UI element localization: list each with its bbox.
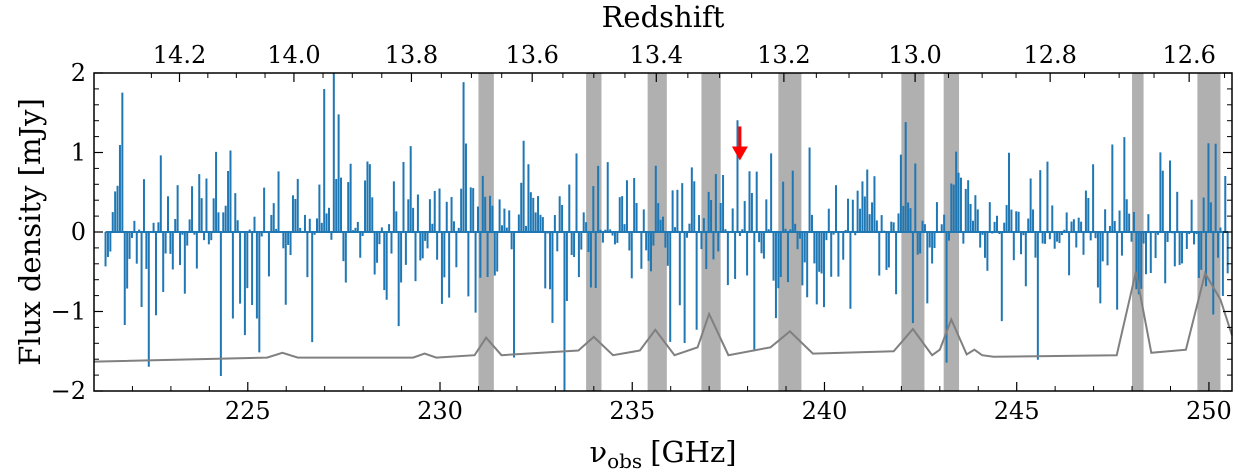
- x-axis-label-unit: [GHz]: [650, 435, 736, 469]
- x-axis-label: νobs [GHz]: [589, 435, 736, 473]
- top-tick-label: 14.2: [153, 41, 206, 69]
- line-marker-arrow: [731, 126, 748, 161]
- x-tick-label: 235: [609, 397, 655, 425]
- x-tick-label: 245: [994, 397, 1040, 425]
- marker-head: [731, 146, 748, 161]
- x-tick-label: 230: [417, 397, 463, 425]
- axis-ticks: 225 230 235 240 245 250 −2 −1 0 1 2 14.2 14.0 13.8 13.…: [51, 41, 1232, 425]
- top-tick-label: 14.0: [267, 41, 320, 69]
- top-tick-label: 12.8: [1023, 41, 1076, 69]
- y-tick-label: −1: [51, 298, 86, 326]
- noise-curve: [93, 270, 1233, 363]
- top-tick-label: 12.6: [1162, 41, 1215, 69]
- top-tick-label: 13.8: [385, 41, 438, 69]
- y-tick-label: 1: [71, 139, 86, 167]
- spectrum-series: [104, 73, 1229, 391]
- x-axis-label-subscript: obs: [607, 449, 642, 473]
- top-tick-label: 13.4: [630, 41, 683, 69]
- y-tick-label: 0: [71, 218, 86, 246]
- y-tick-label: 2: [71, 59, 86, 87]
- x-tick-label: 250: [1186, 397, 1232, 425]
- x-axis-label-symbol: ν: [589, 435, 607, 469]
- x-tick-label: 240: [802, 397, 848, 425]
- top-tick-label: 13.6: [505, 41, 558, 69]
- top-tick-label: 13.0: [888, 41, 941, 69]
- y-axis-label: Flux density [mJy]: [13, 98, 47, 366]
- x-tick-label: 225: [225, 397, 271, 425]
- y-tick-label: −2: [51, 377, 86, 405]
- top-axis-label: Redshift: [602, 0, 725, 34]
- top-tick-label: 13.2: [757, 41, 810, 69]
